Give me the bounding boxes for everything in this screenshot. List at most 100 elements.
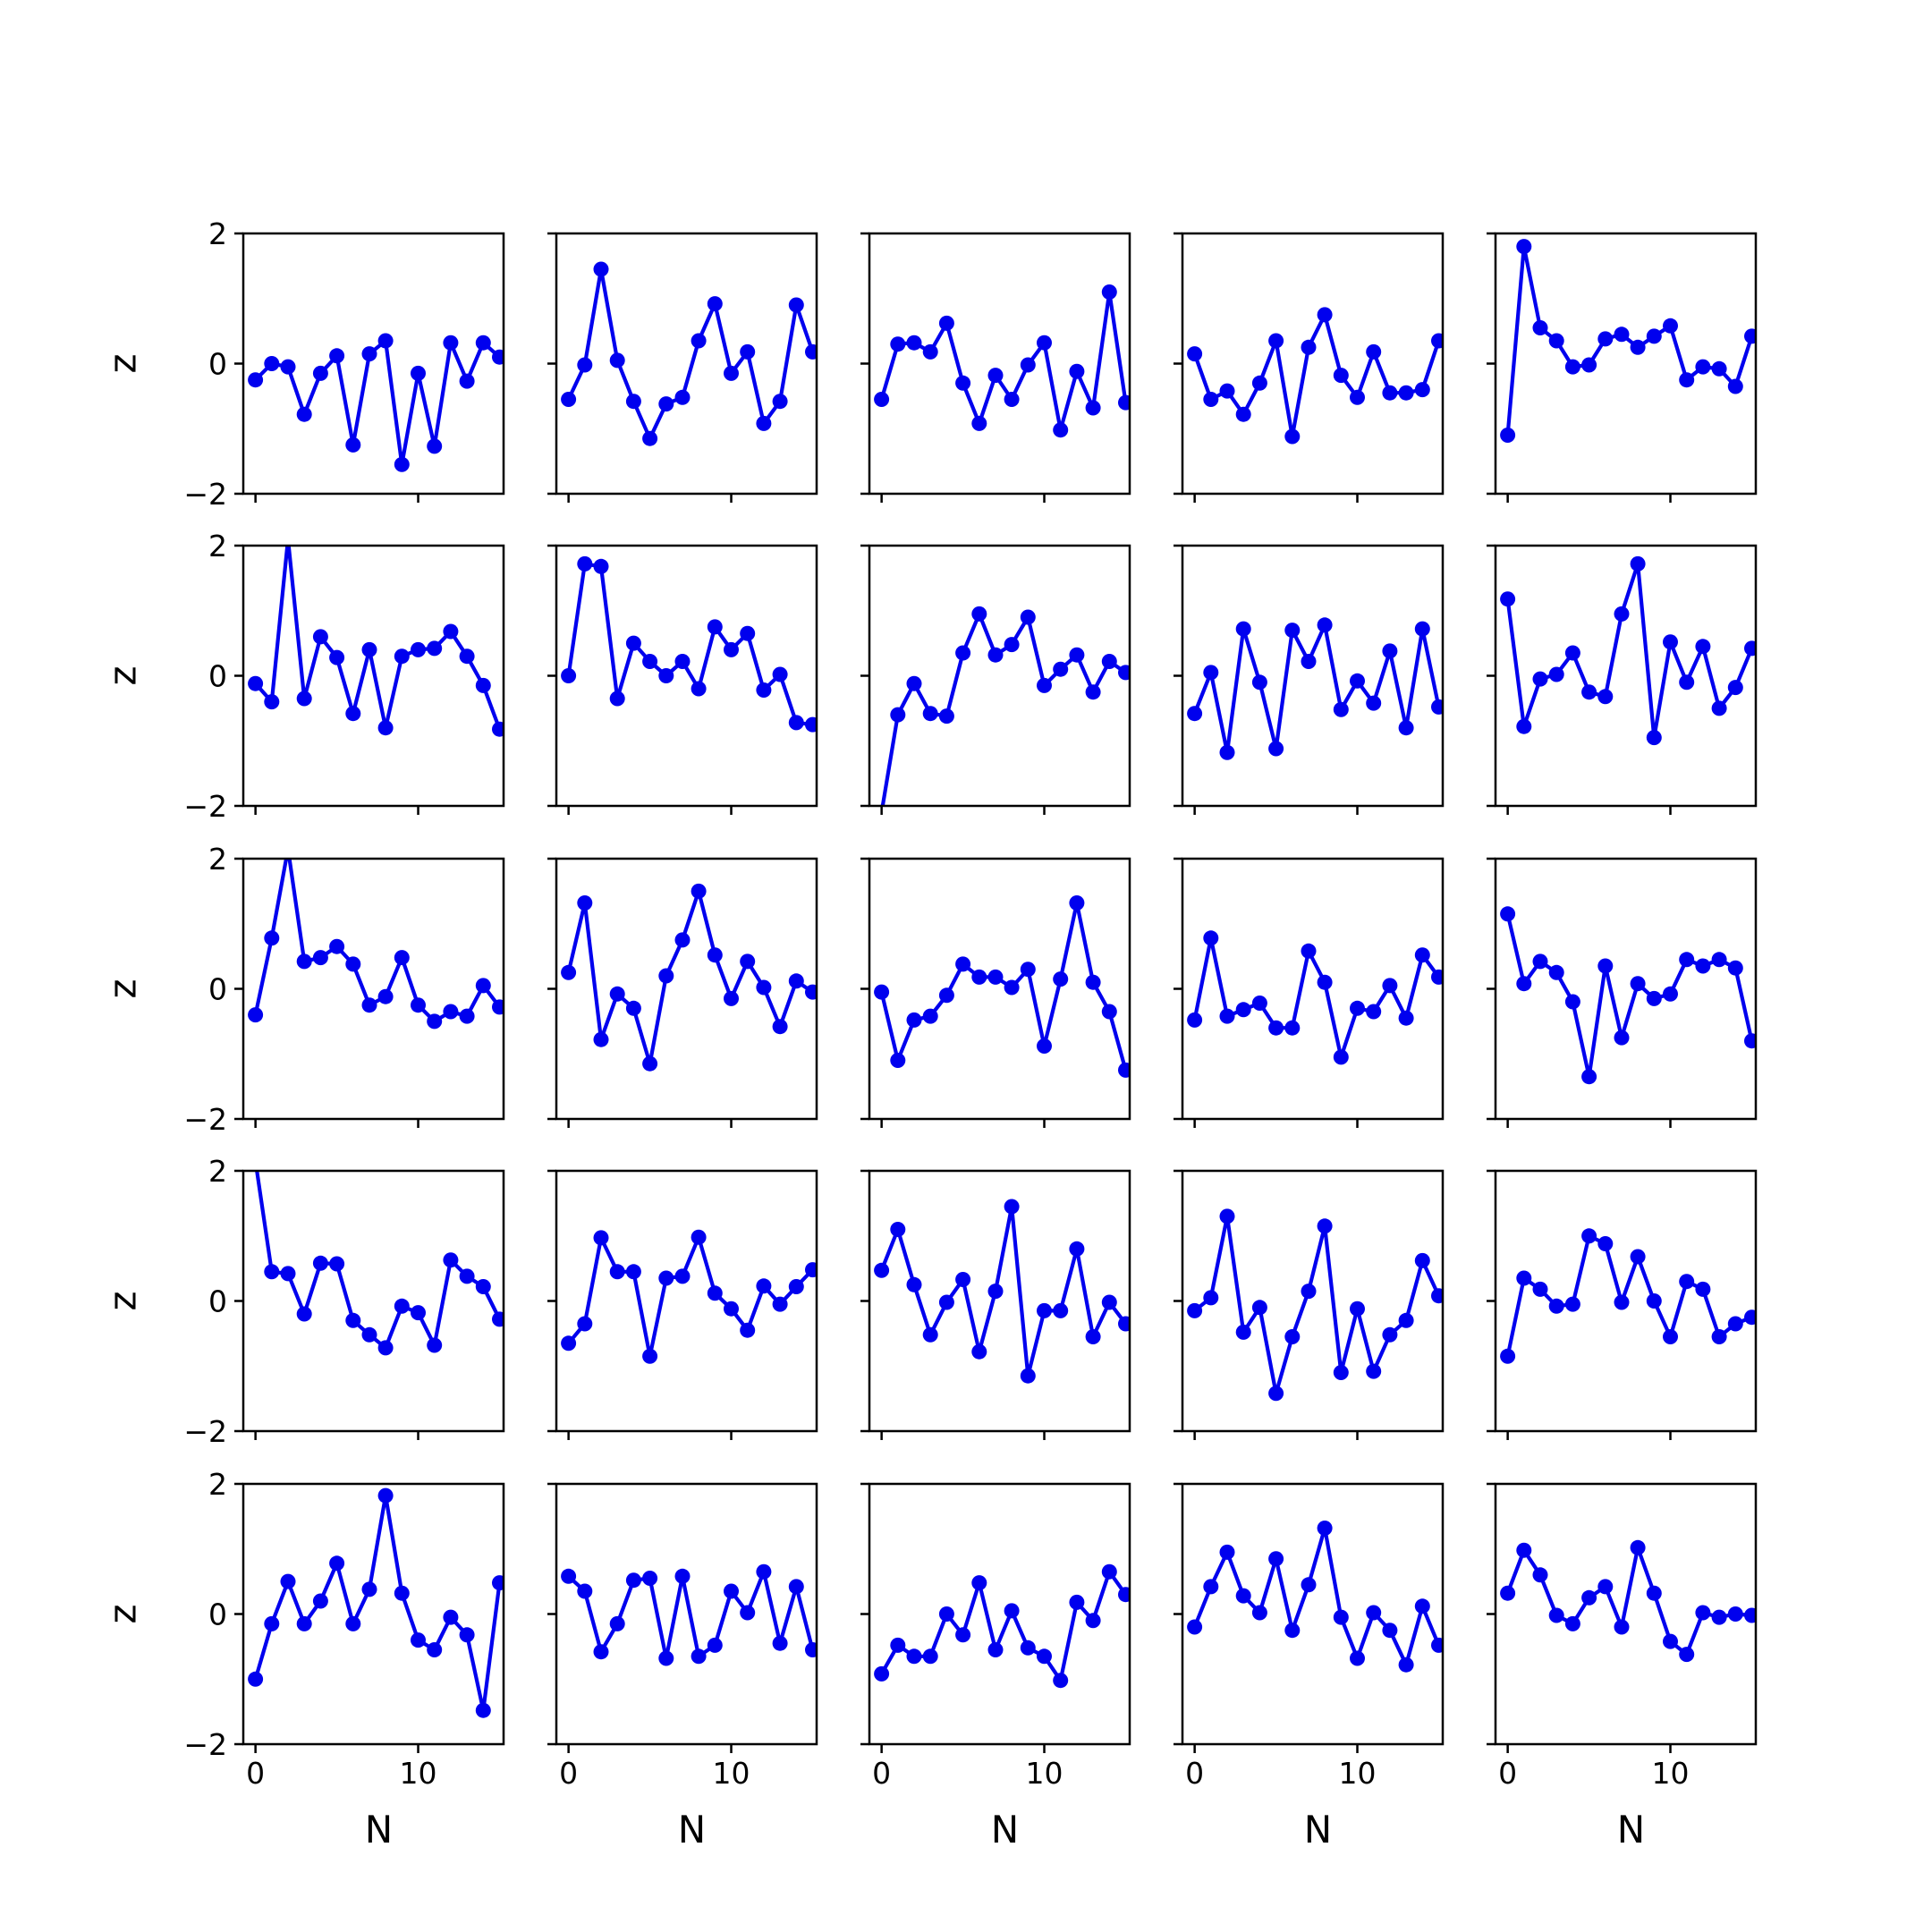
subplot-r4-c2: [547, 1169, 818, 1440]
data-point: [1004, 979, 1020, 996]
data-point: [561, 392, 577, 407]
data-point: [1284, 1020, 1301, 1036]
data-point: [1414, 382, 1430, 398]
data-point: [593, 1031, 609, 1047]
data-point: [1532, 320, 1548, 335]
data-point: [427, 1642, 443, 1657]
series-line: [879, 1570, 1128, 1682]
data-point: [1646, 990, 1662, 1006]
data-point: [1663, 986, 1678, 1002]
series: [874, 1563, 1130, 1689]
data-point: [1333, 701, 1349, 717]
data-point: [1333, 1049, 1349, 1065]
data-point: [1727, 1606, 1743, 1622]
data-point: [874, 392, 890, 407]
data-point: [1366, 1363, 1382, 1379]
data-point: [1548, 1298, 1564, 1314]
x-tick-label: 0: [246, 1756, 265, 1791]
data-point: [561, 964, 577, 980]
data-point: [1500, 428, 1516, 443]
data-point: [922, 1326, 938, 1343]
data-point: [443, 1004, 459, 1020]
x-tick-label: 0: [1185, 1756, 1204, 1791]
data-point: [1284, 1623, 1301, 1639]
series-line: [255, 1171, 502, 1351]
data-point: [1431, 1288, 1443, 1304]
series-line: [1192, 312, 1441, 439]
series-line: [254, 546, 502, 730]
data-point: [906, 1648, 922, 1665]
series: [1500, 239, 1756, 443]
data-point: [329, 938, 345, 954]
data-point: [1235, 1324, 1251, 1340]
data-point: [987, 969, 1004, 985]
series: [877, 606, 1130, 806]
data-point: [1564, 994, 1580, 1010]
data-point: [1532, 1567, 1548, 1583]
data-point: [1564, 1296, 1580, 1312]
series: [1500, 906, 1756, 1085]
data-point: [1564, 645, 1580, 661]
data-point: [658, 968, 674, 984]
data-point: [411, 641, 426, 657]
data-point: [264, 356, 280, 371]
y-tick-label: 0: [208, 1284, 227, 1319]
data-point: [361, 641, 377, 657]
series: [874, 1199, 1130, 1384]
data-point: [1597, 331, 1614, 347]
data-point: [1646, 1585, 1662, 1601]
data-point: [707, 1637, 723, 1653]
data-point: [1630, 976, 1646, 992]
data-point: [1548, 1607, 1564, 1623]
data-point: [740, 343, 756, 360]
y-tick-label: 2: [208, 216, 227, 251]
data-point: [492, 721, 504, 737]
data-point: [1203, 930, 1219, 946]
series-line: [253, 1493, 502, 1713]
x-axis-label: N: [1617, 1808, 1645, 1852]
data-point: [492, 999, 504, 1015]
data-point: [805, 1262, 817, 1278]
data-point: [1053, 1302, 1069, 1318]
data-point: [1219, 1008, 1235, 1024]
series: [248, 859, 504, 1030]
data-point: [938, 708, 954, 724]
y-tick-label: 2: [208, 1467, 227, 1502]
data-point: [922, 1008, 938, 1024]
data-point: [1219, 383, 1235, 399]
data-point: [1614, 606, 1630, 622]
data-point: [1085, 684, 1101, 700]
data-point: [890, 1637, 906, 1653]
data-point: [427, 640, 443, 657]
data-point: [609, 986, 625, 1002]
axes-frame: [1181, 1169, 1445, 1433]
data-point: [1235, 406, 1251, 422]
series-line: [566, 1235, 815, 1359]
axes-frame: [1181, 232, 1445, 496]
data-point: [1317, 974, 1333, 990]
data-point: [1350, 1650, 1365, 1666]
data-point: [788, 1579, 804, 1595]
data-point: [1548, 964, 1564, 980]
axes-frame: [555, 1482, 818, 1746]
data-point: [922, 1648, 938, 1665]
data-point: [674, 389, 691, 405]
data-point: [377, 988, 394, 1004]
data-point: [1118, 1587, 1130, 1603]
data-point: [593, 1230, 609, 1246]
axes-frame: [1181, 544, 1445, 808]
data-point: [1516, 718, 1532, 734]
data-point: [740, 953, 756, 970]
data-point: [475, 978, 491, 994]
data-point: [492, 1575, 504, 1591]
data-point: [1382, 978, 1398, 994]
data-point: [642, 1571, 658, 1586]
data-point: [1053, 422, 1069, 438]
data-point: [593, 261, 609, 277]
data-point: [1301, 339, 1317, 355]
data-point: [361, 1326, 377, 1343]
data-point: [922, 343, 938, 360]
data-point: [938, 987, 954, 1004]
data-point: [1251, 674, 1267, 691]
data-point: [1744, 1607, 1756, 1623]
